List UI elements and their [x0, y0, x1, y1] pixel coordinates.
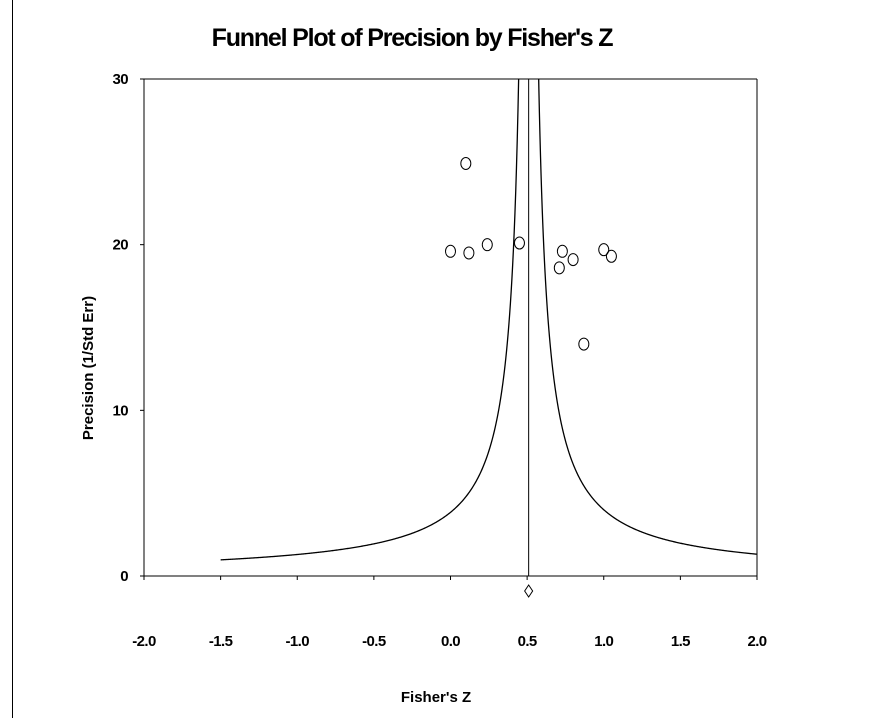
- study-point: [553, 261, 565, 275]
- funnel-right-curve: [538, 79, 757, 555]
- y-tick-label: 30: [113, 71, 129, 88]
- x-axis-label: Fisher's Z: [401, 689, 471, 706]
- y-tick-label: 10: [113, 402, 129, 419]
- x-tick-label: 0.0: [441, 633, 460, 650]
- y-tick-label: 20: [113, 237, 129, 254]
- study-point: [481, 238, 493, 252]
- study-point: [605, 249, 617, 263]
- y-axis-label: Precision (1/Std Err): [80, 296, 97, 440]
- x-tick-label: -2.0: [132, 633, 156, 650]
- y-tick-label: 0: [120, 568, 128, 585]
- study-point: [445, 244, 456, 258]
- study-point: [598, 243, 610, 257]
- study-points: [445, 156, 617, 598]
- x-tick-label: -0.5: [362, 633, 386, 650]
- summary-estimate-diamond: [524, 584, 534, 598]
- study-point: [513, 236, 525, 250]
- study-point: [556, 244, 568, 258]
- x-tick-label: 1.5: [671, 633, 690, 650]
- x-tick-label: 0.5: [518, 633, 537, 650]
- funnel-curves: [220, 79, 757, 561]
- study-point: [460, 156, 472, 170]
- study-point: [463, 246, 475, 260]
- chart-title: Funnel Plot of Precision by Fisher's Z: [212, 24, 614, 52]
- axes: -2.0 -1.5 -1.0 -0.5 0.0 0.5 1.0 1.5 2.0 0 10 20 30: [113, 71, 768, 650]
- left-border-rule: [12, 0, 13, 718]
- x-tick-label: -1.0: [286, 633, 310, 650]
- study-point: [578, 337, 590, 351]
- study-point: [567, 253, 579, 267]
- x-tick-label: 1.0: [594, 633, 613, 650]
- x-tick-label: -1.5: [209, 633, 233, 650]
- funnel-left-curve: [220, 79, 520, 561]
- x-tick-label: 2.0: [747, 633, 766, 650]
